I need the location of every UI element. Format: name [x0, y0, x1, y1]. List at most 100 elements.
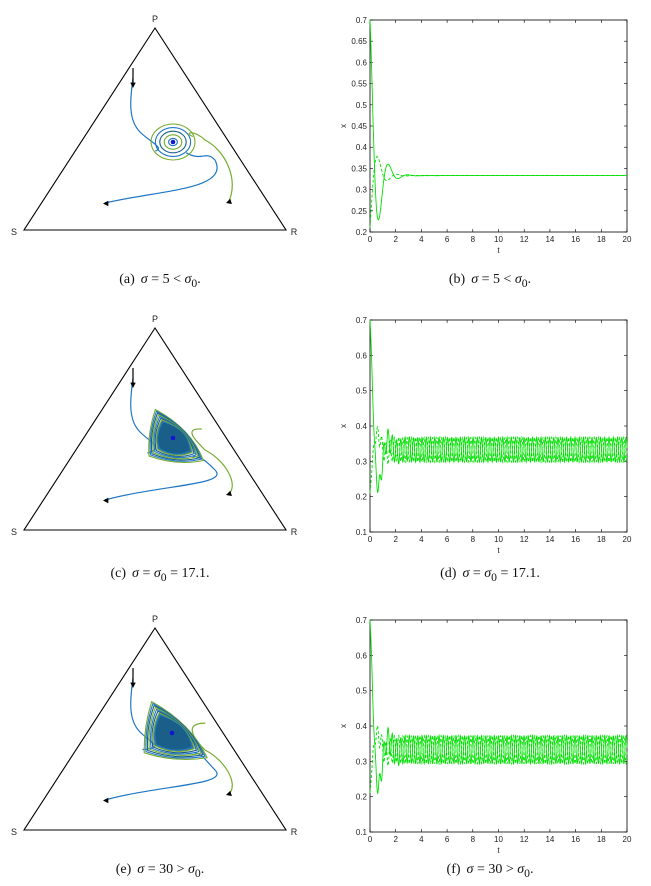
- series-dashed: [369, 724, 628, 793]
- caption-f-end: .: [529, 862, 534, 877]
- timeseries-chart-d: 0 2 4 6 8 10 12 14 16 18 20 0.1 0.2 0.3 0.4 0.5 0.6 0.7 t x: [339, 316, 632, 555]
- equilibrium-point: [169, 730, 175, 736]
- x-tick-label: 8: [471, 535, 476, 544]
- caption-e-label: (e): [115, 862, 132, 877]
- y-tick-label: 0.4: [356, 143, 368, 152]
- caption-d-sigma0: σ: [484, 566, 492, 581]
- caption-e-relation: = 30 >: [147, 862, 185, 877]
- arrow-head-right: [226, 490, 232, 496]
- y-tick-label: 0.45: [351, 122, 367, 131]
- simplex-panel-c: P S R: [0, 300, 320, 560]
- vertex-label-r: R: [291, 527, 298, 537]
- x-tick-label: 6: [445, 235, 450, 244]
- trajectory-from-p: [130, 77, 160, 152]
- x-tick-label: 18: [597, 835, 606, 844]
- plot-frame: [369, 19, 628, 233]
- caption-a-sigma0: σ: [184, 272, 192, 287]
- caption-b-relation: = 5 <: [481, 272, 512, 287]
- y-tick-label: 0.1: [356, 828, 368, 837]
- caption-a: (a) σ = 5 < σ0.: [40, 272, 280, 290]
- x-tick-label: 12: [520, 235, 529, 244]
- y-tick-label: 0.4: [356, 422, 368, 431]
- caption-d: (d) σ = σ0 = 17.1.: [370, 566, 610, 584]
- orbit-loop: [150, 123, 196, 161]
- x-tick-label: 18: [597, 535, 606, 544]
- arrow-head-left: [103, 200, 109, 207]
- orbit-loop: [163, 134, 183, 150]
- x-tick-label: 10: [494, 835, 503, 844]
- simplex-plot-e: P S R: [11, 614, 298, 837]
- caption-d-sub: 0: [491, 570, 497, 584]
- vertex-label-r: R: [291, 227, 298, 237]
- arrow-head-down: [130, 382, 136, 388]
- equilibrium-point: [170, 139, 176, 145]
- x-tick-label: 20: [623, 235, 632, 244]
- y-tick-label: 0.25: [351, 207, 367, 216]
- caption-c-label: (c): [110, 566, 127, 581]
- caption-b-sub: 0: [521, 276, 528, 290]
- vertex-label-p: P: [152, 614, 158, 624]
- y-tick-label: 0.7: [356, 16, 368, 25]
- trajectory-from-s: [104, 752, 218, 801]
- x-tick-label: 4: [419, 235, 424, 244]
- x-tick-label: 14: [545, 835, 554, 844]
- simplex-triangle: [22, 326, 288, 531]
- y-axis-label: x: [339, 124, 348, 128]
- simplex-panel-a: P S R: [0, 0, 320, 260]
- x-tick-label: 0: [368, 835, 373, 844]
- y-tick-label: 0.6: [356, 58, 368, 67]
- timeseries-panel-f: 0 2 4 6 8 10 12 14 16 18 20 0.1 0.2 0.3 0.4 0.5 0.6 0.7 t x: [330, 600, 651, 860]
- x-axis-label: t: [497, 246, 500, 255]
- caption-b-sigma: σ: [471, 272, 479, 287]
- x-tick-label: 8: [471, 235, 476, 244]
- arrow-head-right: [226, 790, 232, 796]
- caption-b: (b) σ = 5 < σ0.: [370, 272, 610, 290]
- simplex-triangle: [22, 626, 288, 831]
- timeseries-chart-b: 0 2 4 6 8 10 12 14 16 18 20 0.2 0.25 0.3 0.35 0.4 0.45 0.…: [339, 16, 632, 255]
- y-tick-label: 0.7: [356, 616, 368, 625]
- trajectory-from-r: [191, 722, 233, 796]
- y-tick-label: 0.5: [356, 687, 368, 696]
- series-solid: [369, 319, 628, 494]
- x-tick-label: 20: [623, 535, 632, 544]
- orbit-cycle: [150, 123, 196, 161]
- y-tick-label: 0.1: [356, 528, 368, 537]
- y-tick-label: 0.65: [351, 37, 367, 46]
- y-tick-label: 0.3: [356, 186, 368, 195]
- y-tick-label: 0.4: [356, 722, 368, 731]
- x-tick-label: 4: [419, 535, 424, 544]
- y-tick-label: 0.5: [356, 387, 368, 396]
- y-tick-label: 0.3: [356, 457, 368, 466]
- arrow-head-down: [130, 682, 136, 688]
- x-tick-label: 0: [368, 235, 373, 244]
- y-axis-label: x: [339, 424, 348, 428]
- series-solid: [369, 619, 628, 795]
- simplex-triangle: [22, 26, 288, 231]
- caption-f-label: (f): [446, 862, 461, 877]
- caption-f-relation: = 30 >: [476, 862, 514, 877]
- x-tick-label: 8: [471, 835, 476, 844]
- y-tick-label: 0.6: [356, 351, 368, 360]
- y-tick-label: 0.3: [356, 757, 368, 766]
- caption-c-sigma: σ: [132, 566, 139, 581]
- x-tick-label: 14: [545, 535, 554, 544]
- caption-f-sub: 0: [524, 866, 530, 880]
- orbit-cycle: [143, 700, 208, 760]
- caption-f-sigma0: σ: [517, 862, 525, 877]
- y-tick-label: 0.55: [351, 80, 367, 89]
- y-tick-label: 0.2: [356, 228, 368, 237]
- vertex-label-p: P: [152, 314, 158, 324]
- x-tick-label: 16: [571, 835, 580, 844]
- y-axis-label: x: [339, 724, 348, 728]
- x-tick-label: 14: [545, 235, 554, 244]
- caption-b-label: (b): [448, 272, 466, 287]
- caption-a-sub: 0: [191, 276, 198, 290]
- trajectory-from-s: [104, 152, 218, 204]
- trajectory-from-r: [188, 132, 233, 204]
- y-tick-label: 0.2: [356, 493, 368, 502]
- caption-a-label: (a): [119, 272, 135, 287]
- x-tick-label: 10: [494, 535, 503, 544]
- y-tick-label: 0.6: [356, 651, 368, 660]
- caption-e-sigma0: σ: [188, 862, 195, 877]
- plot-frame: [369, 619, 628, 833]
